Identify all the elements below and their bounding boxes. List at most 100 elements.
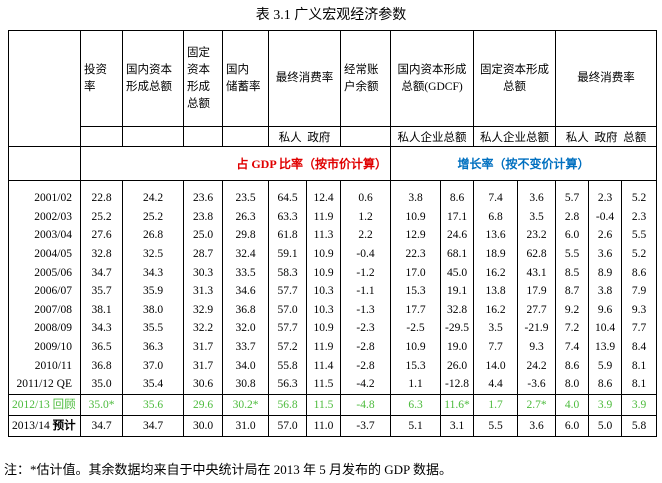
data-cell: 32.8 (80, 244, 123, 264)
subheader-cell (340, 126, 391, 147)
data-cell: 11.3 (306, 226, 341, 245)
data-row: 2009/10 36.5 36.3 31.7 33.7 57.2 11.9 -2.8 10.9 1… (8, 337, 657, 357)
data-cell: 23.5 (222, 180, 269, 208)
header-text: 国内资本形成 (397, 63, 467, 76)
data-cell: 1.1 (390, 374, 441, 395)
row-label: 2004/05 (8, 244, 81, 264)
data-row: 2003/04 27.6 26.8 25.0 29.8 61.8 11.3 2.2 12.9 24… (8, 226, 657, 245)
data-cell: 8.0 (555, 374, 589, 395)
data-cell: 12.9 (390, 226, 441, 245)
row-year: 2008/09 (34, 322, 72, 335)
data-row: 2011/12 QE 35.0 35.4 30.6 30.8 56.3 11.5 -4.2 1.… (8, 374, 657, 395)
data-cell: 6.8 (473, 207, 518, 227)
row-year: 2012/13 (12, 398, 50, 411)
data-cell: 17.7 (390, 300, 441, 320)
data-cell: 7.4 (555, 337, 589, 357)
data-cell: 38.1 (80, 300, 123, 320)
table-title: 表 3.1 广义宏观经济参数 (255, 8, 407, 23)
data-cell: 18.9 (473, 244, 518, 264)
data-table: 投资率国内资本 形成总额 固定 资本 形成 总额 国内 储蓄率 最终消费率 经常账 户余额 国内资本形… (8, 30, 657, 437)
data-cell: 55.8 (268, 356, 307, 375)
header-text: 国内 (226, 63, 249, 76)
row-year: 2009/10 (34, 341, 72, 354)
data-cell: 58.3 (268, 263, 307, 282)
row-year: 2007/08 (34, 303, 72, 316)
data-cell: 30.8 (222, 374, 269, 395)
data-cell: 4.4 (473, 374, 518, 395)
row-label: 2013/14 预计 (8, 414, 81, 437)
data-cell: 34.7 (80, 414, 123, 437)
row-tag: 预计 (52, 419, 76, 432)
data-cell: 56.8 (268, 393, 307, 416)
data-cell: 34.6 (222, 281, 269, 301)
data-cell: 11.4 (306, 356, 341, 375)
header-cell: 最终消费率 (268, 30, 341, 127)
data-cell: 12.4 (306, 180, 341, 208)
header-text: 形成 (187, 80, 210, 93)
data-cell: 37.0 (122, 356, 184, 375)
row-label: 2002/03 (8, 207, 81, 227)
data-cell: 5.9 (588, 356, 622, 375)
data-cell: -29.5 (440, 319, 474, 338)
data-cell: 30.3 (183, 263, 223, 282)
data-cell: 5.2 (621, 244, 657, 264)
row-label: 2012/13 回顾 (8, 393, 81, 416)
header-cell: 经常账 户余额 (340, 30, 391, 127)
row-label: 2005/06 (8, 263, 81, 282)
data-cell: 3.8 (390, 180, 441, 208)
data-cell: 4.0 (555, 393, 589, 416)
data-cell: 34.0 (222, 356, 269, 375)
data-cell: 10.9 (306, 244, 341, 264)
data-cell: -2.8 (340, 356, 391, 375)
data-cell: 24.6 (440, 226, 474, 245)
data-cell: 31.0 (222, 414, 269, 437)
row-year: 2001/02 (34, 192, 72, 205)
data-cell: 62.8 (517, 244, 556, 264)
data-cell: 32.5 (122, 244, 184, 264)
data-cell: 13.8 (473, 281, 518, 301)
data-cell: 24.2 (517, 356, 556, 375)
data-cell: 11.9 (306, 337, 341, 357)
data-cell: 27.6 (80, 226, 123, 245)
footnote: 注：*估计值。其余数据均来自于中央统计局在 2013 年 5 月发布的 GDP … (4, 462, 453, 477)
data-cell: -1.2 (340, 263, 391, 282)
data-cell: 23.6 (183, 180, 223, 208)
row-year: 2003/04 (34, 229, 72, 242)
data-cell: 5.5 (621, 226, 657, 245)
data-cell: 17.9 (517, 281, 556, 301)
data-cell: 11.0 (306, 414, 341, 437)
data-cell: 8.6 (621, 263, 657, 282)
data-cell: 2.8 (555, 207, 589, 227)
data-cell: 35.6 (122, 393, 184, 416)
header-cell: 国内资本 形成总额 (122, 30, 184, 127)
section-label: 增长率（按不变价计算） (390, 146, 657, 181)
header-cell: 固定资本形成总额 (183, 30, 223, 127)
row-label: 2010/11 (8, 356, 81, 375)
data-cell: 31.7 (183, 337, 223, 357)
data-cell: -2.5 (390, 319, 441, 338)
data-cell: 5.2 (621, 180, 657, 208)
data-cell: 5.8 (621, 414, 657, 437)
data-cell: 15.3 (390, 281, 441, 301)
data-cell: 33.5 (222, 263, 269, 282)
data-cell: 23.8 (183, 207, 223, 227)
data-cell: 10.9 (306, 319, 341, 338)
data-cell: 30.0 (183, 414, 223, 437)
data-cell: 56.3 (268, 374, 307, 395)
data-cell: 28.7 (183, 244, 223, 264)
header-cell: 国内 储蓄率 (222, 30, 269, 127)
data-cell: 9.3 (517, 337, 556, 357)
data-row: 2005/06 34.7 34.3 30.3 33.5 58.3 10.9 -1.2 17.0 4… (8, 263, 657, 282)
data-cell: 57.7 (268, 281, 307, 301)
data-cell: 26.3 (222, 207, 269, 227)
section-label: 占 GDP 比率（按市价计算） (80, 146, 391, 181)
data-cell: 9.2 (555, 300, 589, 320)
data-cell: -4.8 (340, 393, 391, 416)
data-cell: 1.7 (473, 393, 518, 416)
data-cell: 32.4 (222, 244, 269, 264)
data-cell: 6.3 (390, 393, 441, 416)
data-cell: -0.4 (588, 207, 622, 227)
header-text: 最终消费率 (577, 72, 635, 84)
header-text: 户余额 (344, 80, 379, 93)
